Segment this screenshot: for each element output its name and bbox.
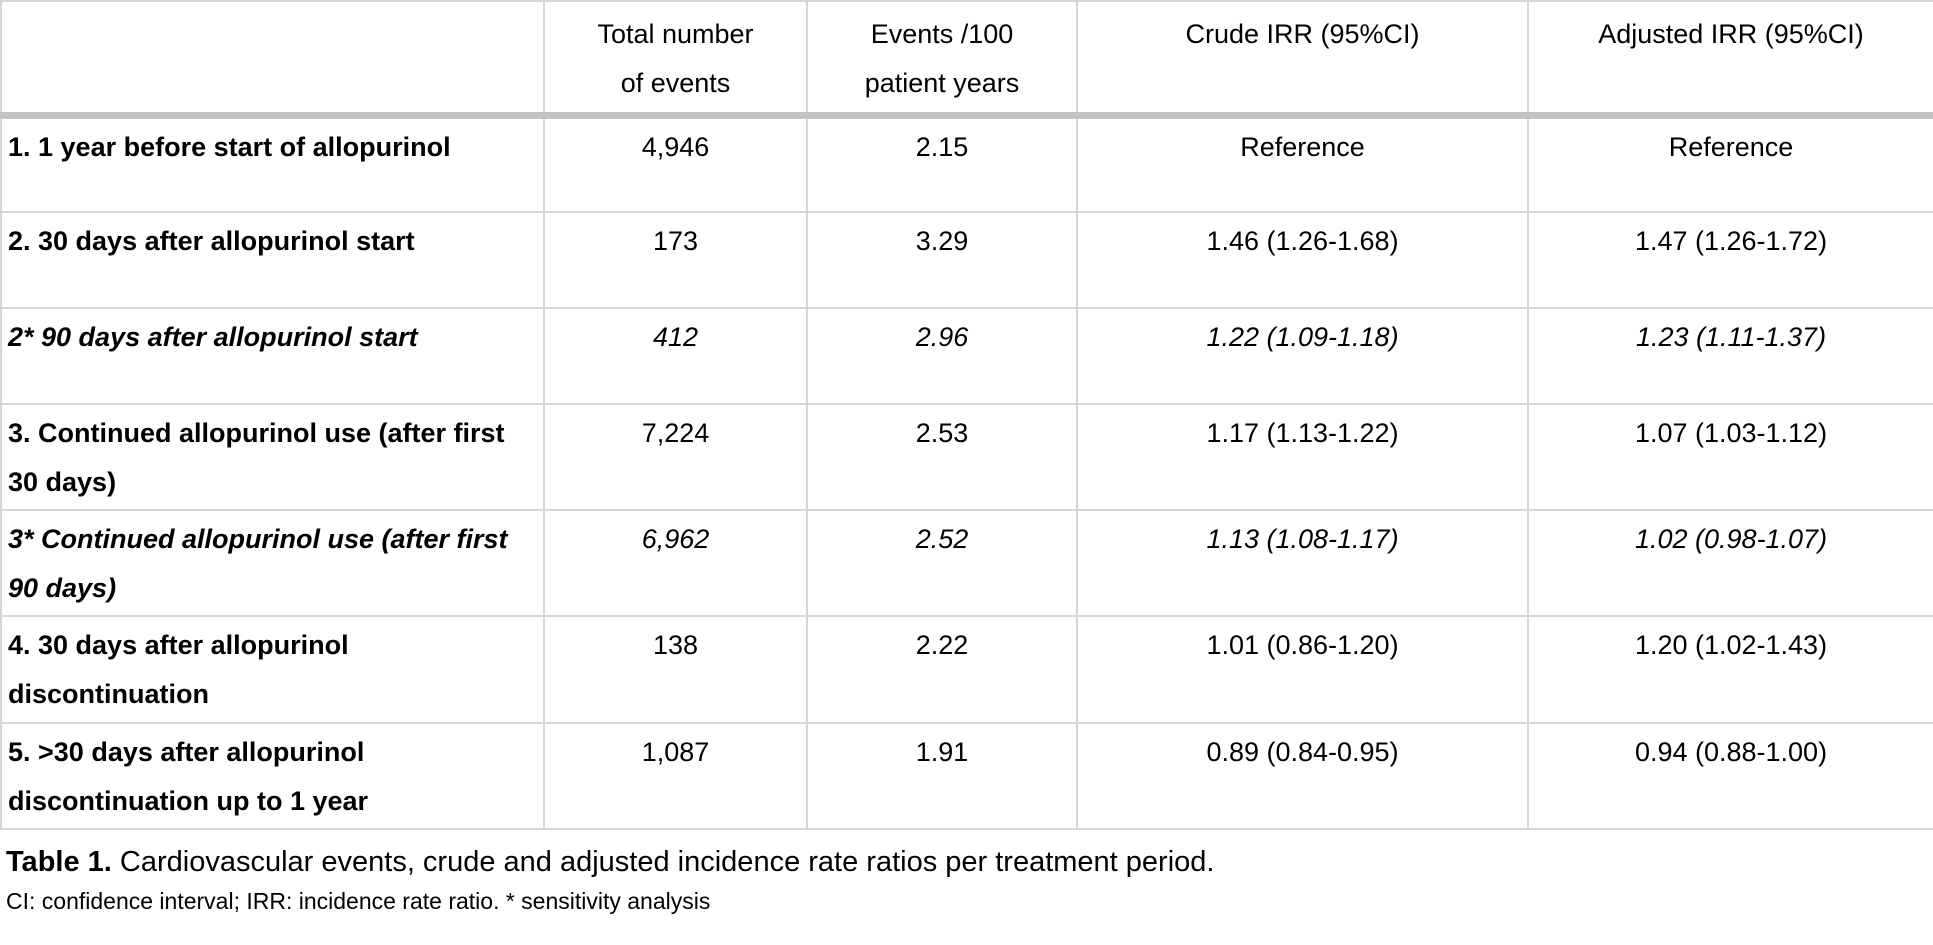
table-caption-text: Cardiovascular events, crude and adjuste… <box>111 845 1215 878</box>
total-events-cell: 138 <box>543 615 808 724</box>
period-label-cell: 1. 1 year before start of allopurinol <box>0 114 545 213</box>
table-row: 3. Continued allopurinol use (after firs… <box>0 402 1933 512</box>
events-rate-cell: 2.15 <box>806 114 1078 213</box>
period-label-cell: 3* Continued allopurinol use (after firs… <box>0 508 545 618</box>
total-events-cell: 6,962 <box>543 508 808 618</box>
crude-irr-cell: 1.46 (1.26-1.68) <box>1076 210 1529 309</box>
adjusted-irr-cell: 1.20 (1.02-1.43) <box>1527 615 1933 724</box>
period-label-cell: 2. 30 days after allopurinol start <box>0 210 545 309</box>
column-header-crude-irr-label: Crude IRR (95%CI) <box>1185 19 1420 49</box>
crude-irr-cell: 0.89 (0.84-0.95) <box>1076 721 1529 830</box>
crude-irr-cell: 1.22 (1.09-1.18) <box>1076 306 1529 405</box>
adjusted-irr-cell: 1.23 (1.11-1.37) <box>1527 306 1933 405</box>
crude-irr-cell: 1.13 (1.08-1.17) <box>1076 508 1529 618</box>
column-header-total-events: Total number of events <box>543 0 808 120</box>
period-label-cell: 4. 30 days after allopurinol discontinua… <box>0 615 545 724</box>
events-rate-cell: 3.29 <box>806 210 1078 309</box>
table-row: 4. 30 days after allopurinol discontinua… <box>0 615 1933 724</box>
crude-irr-cell: Reference <box>1076 114 1529 213</box>
table-row: 2. 30 days after allopurinol start 173 3.2… <box>0 210 1933 309</box>
events-rate-cell: 1.91 <box>806 721 1078 830</box>
column-header-period <box>0 0 545 120</box>
crude-irr-cell: 1.01 (0.86-1.20) <box>1076 615 1529 724</box>
total-events-cell: 412 <box>543 306 808 405</box>
irr-results-table: Total number of events Events /100 patie… <box>0 0 1933 830</box>
adjusted-irr-cell: 1.07 (1.03-1.12) <box>1527 402 1933 512</box>
table-row: 3* Continued allopurinol use (after firs… <box>0 508 1933 618</box>
table-row: 1. 1 year before start of allopurinol 4,9… <box>0 114 1933 213</box>
total-events-cell: 4,946 <box>543 114 808 213</box>
crude-irr-cell: 1.17 (1.13-1.22) <box>1076 402 1529 512</box>
column-header-crude-irr: Crude IRR (95%CI) <box>1076 0 1529 120</box>
column-header-events-rate-label: Events /100 patient years <box>864 19 1020 99</box>
events-rate-cell: 2.22 <box>806 615 1078 724</box>
adjusted-irr-cell: 1.47 (1.26-1.72) <box>1527 210 1933 309</box>
total-events-cell: 173 <box>543 210 808 309</box>
table-footnote: CI: confidence interval; IRR: incidence … <box>6 888 711 915</box>
table-caption-number: Table 1. <box>6 845 112 878</box>
column-header-adjusted-irr-label: Adjusted IRR (95%CI) <box>1598 19 1864 49</box>
column-header-total-events-label: Total number of events <box>597 19 754 99</box>
column-header-adjusted-irr: Adjusted IRR (95%CI) <box>1527 0 1933 120</box>
adjusted-irr-cell: 1.02 (0.98-1.07) <box>1527 508 1933 618</box>
events-rate-cell: 2.53 <box>806 402 1078 512</box>
events-rate-cell: 2.52 <box>806 508 1078 618</box>
adjusted-irr-cell: Reference <box>1527 114 1933 213</box>
table-row: 2* 90 days after allopurinol start 412 2.9… <box>0 306 1933 405</box>
total-events-cell: 1,087 <box>543 721 808 830</box>
column-header-events-rate: Events /100 patient years <box>806 0 1078 120</box>
header-row: Total number of events Events /100 patie… <box>0 0 1933 120</box>
period-label-cell: 5. >30 days after allopurinol discontinu… <box>0 721 545 830</box>
table-body: 1. 1 year before start of allopurinol 4,9… <box>0 114 1933 830</box>
events-rate-cell: 2.96 <box>806 306 1078 405</box>
table-caption: Table 1. Cardiovascular events, crude an… <box>6 844 1933 882</box>
adjusted-irr-cell: 0.94 (0.88-1.00) <box>1527 721 1933 830</box>
period-label-cell: 3. Continued allopurinol use (after firs… <box>0 402 545 512</box>
period-label-cell: 2* 90 days after allopurinol start <box>0 306 545 405</box>
table-row: 5. >30 days after allopurinol discontinu… <box>0 721 1933 830</box>
total-events-cell: 7,224 <box>543 402 808 512</box>
